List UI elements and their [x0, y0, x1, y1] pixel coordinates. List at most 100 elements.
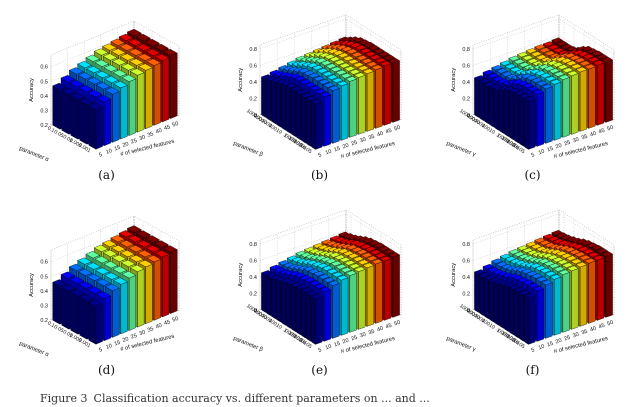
z-axis-label: Accuracy: [29, 78, 35, 102]
z-tick-label: 0.2: [462, 96, 470, 102]
z-tick-label: 0.5: [40, 274, 48, 280]
y-tick-label: 100: [267, 123, 278, 133]
z-tick-label: 0.3: [40, 108, 48, 114]
x-tick-label: 5: [98, 152, 103, 159]
x-tick-label: 20: [342, 143, 350, 151]
x-tick-label: 40: [589, 326, 597, 334]
y-axis-label: parameter α: [18, 146, 50, 164]
y-tick-label: 0.001: [77, 143, 91, 155]
x-tick-label: 15: [333, 341, 341, 349]
x-tick-label: 45: [163, 124, 171, 132]
y-tick-label: 10: [488, 128, 496, 136]
back-wall: [50, 20, 135, 126]
x-tick-label: 40: [155, 128, 163, 136]
z-tick-label: 0.6: [40, 65, 48, 71]
panel-d: 0.2 0.3 0.4 0.5 0.6 Accuracy 5 10 15 20 25 30 35 40 45…: [0, 195, 213, 395]
y-tick-label: 1000: [473, 118, 486, 130]
z-tick-label: 0.2: [249, 96, 257, 102]
y-tick-label: 1: [495, 327, 501, 334]
z-tick-label: 0.6: [40, 260, 48, 266]
z-axis-label: Accuracy: [29, 273, 35, 297]
chart-a: 0.2 0.3 0.4 0.5 0.6 Accuracy 5 10 15 20 25 30 35 40 45…: [18, 20, 179, 164]
y-axis-label: parameter α: [18, 341, 50, 359]
z-tick-label: 0: [467, 113, 470, 119]
x-tick-label: 50: [394, 320, 402, 328]
x-tick-label: 30: [359, 137, 367, 145]
x-tick-label: 35: [147, 131, 155, 139]
x-tick-label: 30: [359, 332, 367, 340]
x-axis-label: # of selected features: [120, 334, 175, 353]
panel-label-e: (e): [311, 363, 328, 377]
z-axis: 0 0.2 0.4 0.6 0.8 Accuracy: [238, 242, 257, 314]
z-tick-label: 0.6: [249, 258, 257, 264]
y-axis-label: parameter β: [232, 141, 264, 159]
x-tick-label: 30: [572, 137, 580, 145]
panel-b: 0 0.2 0.4 0.6 0.8 Accuracy 5 10 15 20 25 30 35 40 45 50…: [213, 0, 426, 200]
x-tick-label: 15: [114, 145, 122, 153]
x-tick-label: 35: [581, 134, 589, 142]
y-tick-label: 1000: [473, 313, 486, 325]
z-tick-label: 0.4: [249, 275, 257, 281]
z-axis: 0 0.2 0.4 0.6 0.8 Accuracy: [451, 242, 470, 314]
bars: [52, 225, 178, 345]
y-tick-label: 0.01: [499, 135, 511, 146]
y-tick-label: 0.1: [283, 328, 292, 337]
x-tick-label: 50: [607, 320, 615, 328]
bars: [260, 231, 400, 345]
z-tick-label: 0.4: [249, 80, 257, 86]
grid-line: [259, 18, 402, 55]
y-tick-label: 1: [282, 327, 288, 334]
x-tick-label: 25: [130, 138, 138, 146]
z-tick-label: 0.8: [462, 242, 470, 248]
z-tick-label: 0.4: [462, 80, 470, 86]
z-axis: 0 0.2 0.4 0.6 0.8 Accuracy: [238, 47, 257, 119]
bar-e-0-0: [311, 293, 323, 345]
x-tick-label: 20: [342, 338, 350, 346]
x-tick-label: 45: [385, 128, 393, 136]
panel-a: 0.2 0.3 0.4 0.5 0.6 Accuracy 5 10 15 20 25 30 35 40 45…: [0, 0, 213, 200]
x-tick-label: 15: [333, 146, 341, 154]
y-tick-label: 0.1: [496, 133, 505, 142]
z-tick-label: 0.2: [40, 318, 48, 324]
z-axis-label: Accuracy: [238, 263, 244, 287]
z-tick-label: 0.3: [40, 303, 48, 309]
y-tick-label: 0.1: [283, 133, 292, 142]
z-tick-label: 0.5: [40, 79, 48, 85]
x-tick-label: 40: [376, 131, 384, 139]
y-tick-label: 1: [282, 132, 288, 139]
chart-d: 0.2 0.3 0.4 0.5 0.6 Accuracy 5 10 15 20 25 30 35 40 45…: [18, 215, 179, 359]
plot-d: 0.2 0.3 0.4 0.5 0.6 Accuracy 5 10 15 20 25 30 35 40 45…: [18, 215, 179, 359]
y-tick-label: 1: [495, 132, 501, 139]
y-tick-label: 0.05: [53, 324, 65, 334]
x-tick-label: 30: [572, 332, 580, 340]
y-tick-label: 0.1: [496, 328, 505, 337]
caption-prefix: Figure 3: [40, 392, 88, 405]
x-axis-label: # of selected features: [340, 141, 395, 160]
y-axis-label: parameter β: [232, 336, 264, 354]
bar-f-0-0: [524, 293, 536, 345]
z-tick-label: 0.2: [462, 291, 470, 297]
z-tick-label: 0.6: [462, 258, 470, 264]
x-tick-label: 25: [351, 335, 359, 343]
z-axis: 0 0.2 0.4 0.6 0.8 Accuracy: [451, 47, 470, 119]
y-tick-label: 1000: [260, 118, 273, 130]
x-tick-label: 30: [139, 330, 147, 338]
x-tick-label: 10: [538, 149, 546, 157]
x-axis-label: # of selected features: [340, 336, 395, 355]
x-tick-label: 20: [122, 336, 130, 344]
z-axis: 0.2 0.3 0.4 0.5 0.6 Accuracy: [29, 65, 48, 129]
x-tick-label: 20: [555, 143, 563, 151]
z-tick-label: 0.6: [462, 63, 470, 69]
x-tick-label: 15: [114, 340, 122, 348]
x-tick-label: 40: [589, 131, 597, 139]
z-tick-label: 0.2: [249, 291, 257, 297]
y-axis-label: parameter γ: [445, 141, 476, 158]
z-tick-label: 0.4: [462, 275, 470, 281]
back-wall: [50, 215, 135, 321]
grid-line: [472, 213, 615, 250]
